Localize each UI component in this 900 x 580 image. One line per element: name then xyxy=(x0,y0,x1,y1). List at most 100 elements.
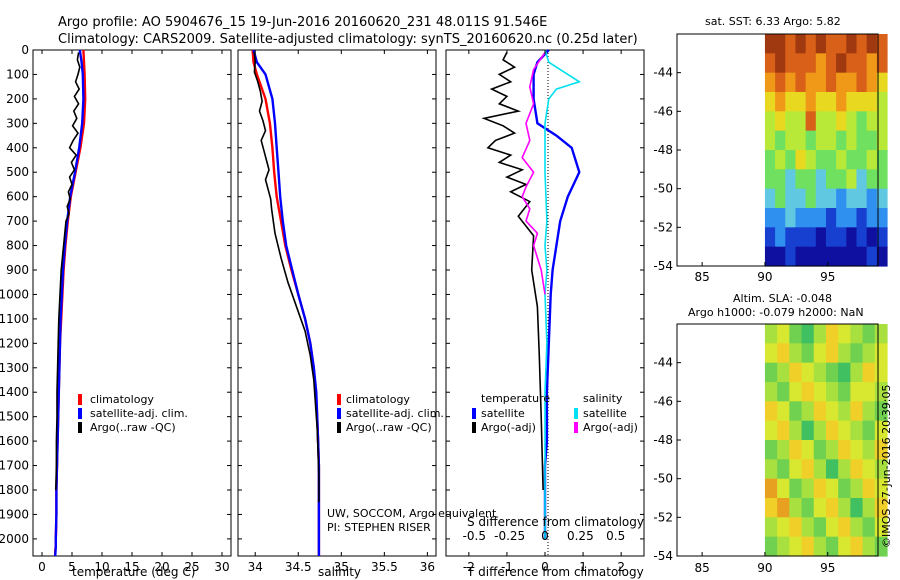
sla-map-cell xyxy=(850,478,864,499)
legend-swatch-salinity-satellite xyxy=(574,408,578,419)
sla-map-cell xyxy=(813,459,827,480)
sst-map-cell xyxy=(775,130,786,151)
sst-map-cell xyxy=(764,188,776,209)
map-x-tick-label: 95 xyxy=(820,270,835,284)
sst-map-cell xyxy=(795,169,807,190)
sla-map-cell xyxy=(838,459,851,480)
x-tick-label: 5 xyxy=(68,560,76,574)
sla-map-cell xyxy=(801,498,815,518)
sst-map-cell xyxy=(795,150,807,170)
sla-map-cell xyxy=(838,498,851,518)
sst-map-cell xyxy=(825,92,837,112)
sst-map-cell xyxy=(866,246,878,267)
sst-map-cell xyxy=(815,72,827,93)
sla-map-cell xyxy=(825,536,839,557)
sla-map-cell xyxy=(789,324,803,344)
map-y-tick-label: -52 xyxy=(653,510,673,524)
sst-map-cell xyxy=(866,150,878,170)
sst-map-cell xyxy=(836,53,847,74)
sla-map-cell xyxy=(862,478,876,499)
sst-map-cell xyxy=(866,208,878,228)
sla-map-cell xyxy=(789,517,803,538)
sst-map-cell xyxy=(795,53,807,74)
sla-map-cell xyxy=(850,517,864,538)
sst-map-cell xyxy=(795,72,807,93)
sla-map-cell xyxy=(862,420,876,441)
sla-map-cell xyxy=(813,420,827,441)
figure-title-line1: Argo profile: AO 5904676_15 19-Jun-2016 … xyxy=(58,15,547,30)
sst-map-cell xyxy=(846,53,858,74)
sla-map-cell xyxy=(825,343,839,364)
sst-map-cell xyxy=(785,227,797,248)
legend-swatch-satellite xyxy=(78,408,82,419)
sst-map-cell xyxy=(866,92,878,112)
sst-map-cell xyxy=(775,92,786,112)
map-y-tick-label: -46 xyxy=(653,104,673,118)
y-tick-label: 700 xyxy=(6,214,29,228)
sst-map-cell xyxy=(856,208,868,228)
sst-map-cell xyxy=(795,130,807,151)
sst-map-cell xyxy=(856,34,868,54)
sst-map-cell xyxy=(815,227,827,248)
sla-map-cell xyxy=(862,498,876,518)
x-tick-label: 36 xyxy=(420,560,435,574)
sla-map-cell xyxy=(813,536,827,557)
y-tick-label: 200 xyxy=(6,92,29,106)
sla-map-cell xyxy=(764,459,778,480)
sst-map-cell xyxy=(764,130,776,151)
sst-map-cell xyxy=(825,130,837,151)
map-y-tick-label: -50 xyxy=(653,472,673,486)
sla-map-cell xyxy=(874,324,888,344)
sst-map-cell xyxy=(836,130,847,151)
sst-map-cell xyxy=(876,111,888,132)
map-y-tick-label: -48 xyxy=(653,143,673,157)
sla-map-cell xyxy=(850,324,864,344)
y-tick-label: 1300 xyxy=(0,361,29,375)
sst-map-cell xyxy=(815,92,827,112)
y-tick-label: 500 xyxy=(6,165,29,179)
sst-map-cell xyxy=(785,208,797,228)
x-tick-label: 30 xyxy=(214,560,229,574)
sst-map-cell xyxy=(805,34,817,54)
sst-map-cell xyxy=(825,53,837,74)
map-y-tick-label: -48 xyxy=(653,433,673,447)
sla-map-cell xyxy=(777,401,790,422)
sla-map-cell xyxy=(789,498,803,518)
y-tick-label: 1100 xyxy=(0,312,29,326)
sst-map-cell xyxy=(846,150,858,170)
sla-map-cell xyxy=(789,362,803,383)
sla-map-cell xyxy=(838,517,851,538)
sst-map-title: sat. SST: 6.33 Argo: 5.82 xyxy=(705,15,841,28)
x-tick-label: 34 xyxy=(248,560,263,574)
temperature-legend-climatology: climatology xyxy=(90,393,154,406)
sla-map-cell xyxy=(777,343,790,364)
sla-map-cell xyxy=(777,440,790,460)
sla-map-cell xyxy=(838,478,851,499)
sla-map-cell xyxy=(789,459,803,480)
sst-map-cell xyxy=(805,169,817,190)
sla-map-cell xyxy=(850,420,864,441)
salinity-legend: climatology satellite-adj. clim. Argo(..… xyxy=(337,393,444,434)
sst-map-cell xyxy=(785,150,797,170)
sst-map-cell xyxy=(846,111,858,132)
x-tick-label: 35.5 xyxy=(371,560,398,574)
legend-salinity-title: salinity xyxy=(583,392,623,405)
sla-map-cell xyxy=(862,440,876,460)
sla-map-cell xyxy=(789,478,803,499)
sst-map-cell xyxy=(866,130,878,151)
x-tick-label: 1 xyxy=(579,560,587,574)
y-tick-label: 100 xyxy=(6,67,29,81)
sla-map-title-line2: Argo h1000: -0.079 h2000: NaN xyxy=(688,306,864,319)
imos-timestamp: ©IMOS 27-Jun-2016 20:39:05 xyxy=(880,384,893,548)
salinity-series-climatology xyxy=(251,49,321,556)
sst-map-cell xyxy=(856,72,868,93)
sst-map-cell xyxy=(856,111,868,132)
sla-map-cell xyxy=(777,536,790,557)
sst-map-cell xyxy=(825,111,837,132)
sla-map-cell xyxy=(838,324,851,344)
salinity-panel: 34 34.5 35 35.5 36 salinity climatology sate… xyxy=(237,49,497,579)
salinity-legend-satellite: satellite-adj. clim. xyxy=(346,407,444,420)
sst-map-cell xyxy=(775,34,786,54)
sst-map-cell xyxy=(876,150,888,170)
sst-map-cell xyxy=(764,92,776,112)
